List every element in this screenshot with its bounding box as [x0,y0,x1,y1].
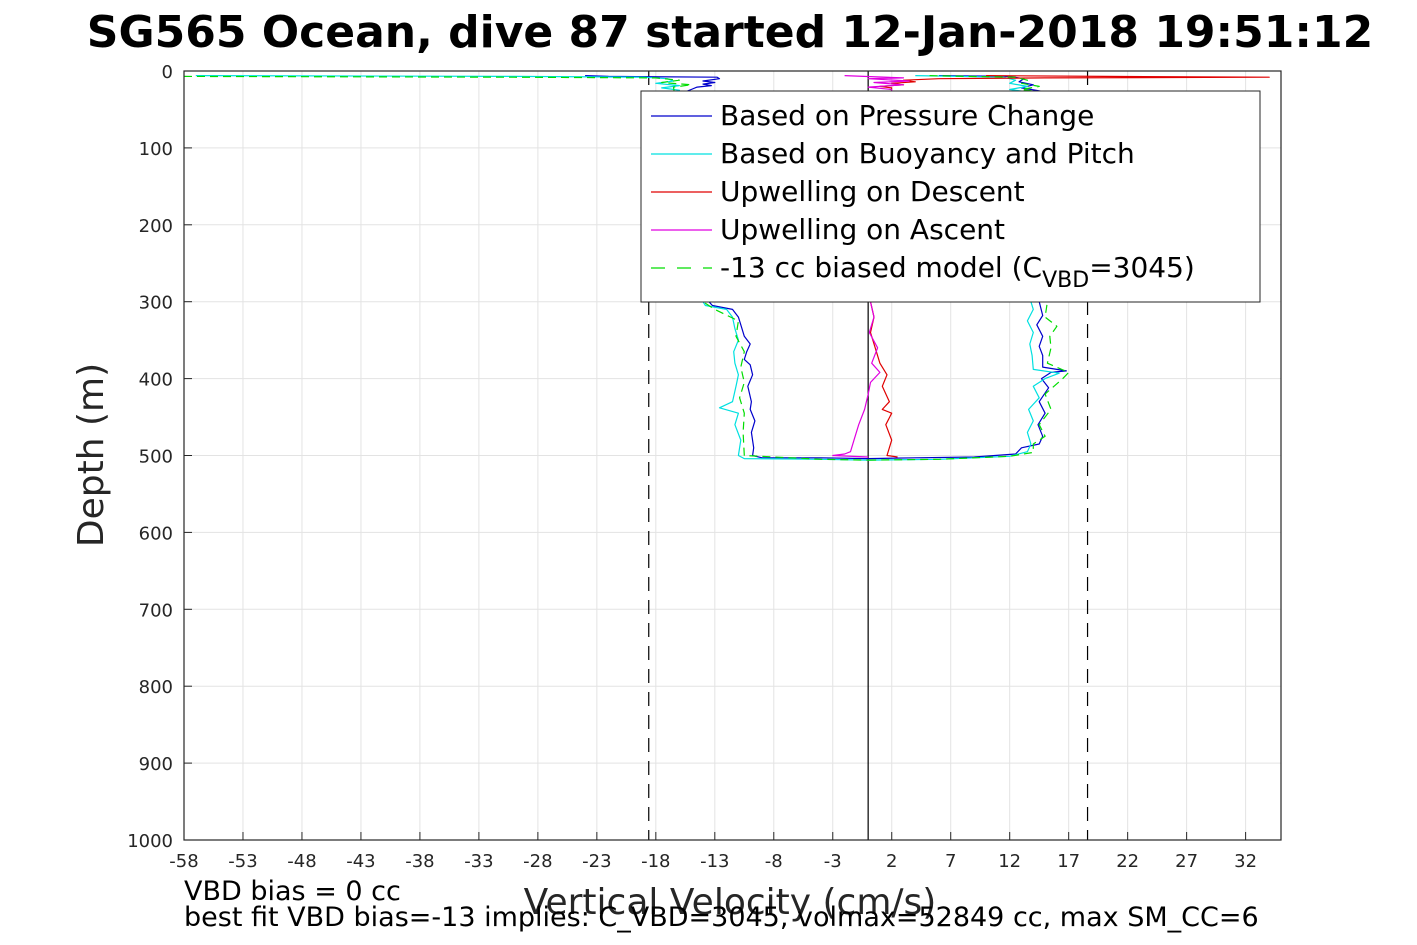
x-tick-label: -58 [169,851,198,872]
legend-label: Based on Pressure Change [720,99,1094,132]
x-tick-label: 7 [945,851,956,872]
x-tick-label: -33 [464,851,493,872]
legend-label: Based on Buoyancy and Pitch [720,137,1135,170]
legend-label: -13 cc biased model (CVBD=3045) [720,251,1195,293]
y-tick-label: 1000 [127,831,173,852]
y-tick-label: 200 [139,216,173,237]
x-tick-label: 12 [998,851,1021,872]
x-tick-label: -53 [228,851,257,872]
y-tick-label: 900 [139,754,173,775]
best-fit-note: best fit VBD bias=-13 implies: C_VBD=304… [184,902,1259,933]
vbd-bias-note: VBD bias = 0 cc [184,876,401,907]
series-line-2 [868,75,1060,461]
series-line-4 [832,75,911,458]
y-tick-label: 300 [139,293,173,314]
x-tick-label: 2 [886,851,897,872]
y-tick-label: 700 [139,600,173,621]
y-tick-label: 400 [139,370,173,391]
chart-title: SG565 Ocean, dive 87 started 12-Jan-2018… [87,7,1373,58]
x-axis-label: Vertical Velocity (cm/s) [524,882,937,923]
axis-ticks: -58 -53 -48 -43 -38 -33 -28 -23 -18 -13 -8 -3 2 7 12 17… [127,62,1257,872]
x-tick-label: -48 [287,851,316,872]
x-tick-label: -28 [523,851,552,872]
x-tick-label: 22 [1116,851,1139,872]
x-tick-label: 17 [1057,851,1080,872]
y-tick-label: 500 [139,447,173,468]
series-line-5 [183,75,869,461]
y-tick-label: 100 [139,139,173,160]
x-tick-label: -13 [700,851,729,872]
x-tick-label: -38 [405,851,434,872]
series-line-5 [868,75,1070,461]
series-line-1 [585,75,869,460]
x-tick-label: -18 [641,851,670,872]
series-lines [183,75,1270,461]
y-axis-label: Depth (m) [71,363,112,547]
x-tick-label: 27 [1175,851,1198,872]
x-tick-label: -8 [765,851,783,872]
y-tick-label: 600 [139,523,173,544]
legend: Based on Pressure Change Based on Buoyanc… [640,90,1261,303]
legend-label: Upwelling on Ascent [720,213,1005,246]
x-tick-label: 32 [1234,851,1257,872]
x-tick-label: -43 [346,851,375,872]
legend-box [640,90,1261,303]
y-tick-label: 0 [162,62,173,83]
x-tick-label: -23 [582,851,611,872]
y-tick-label: 800 [139,677,173,698]
x-tick-label: -3 [824,851,842,872]
legend-label: Upwelling on Descent [720,175,1025,208]
